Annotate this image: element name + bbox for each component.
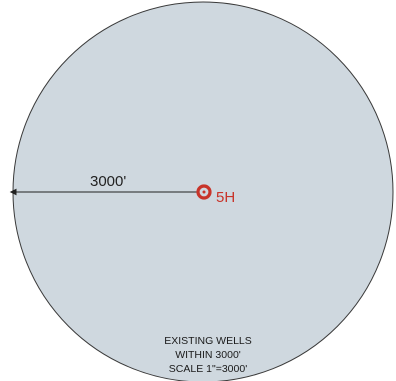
diagram-caption: EXISTING WELLS WITHIN 3000' SCALE 1"=300… xyxy=(164,335,252,375)
caption-line-2: WITHIN 3000' xyxy=(175,349,241,361)
caption-line-3: SCALE 1"=3000' xyxy=(169,363,247,375)
well-marker-icon xyxy=(196,184,212,200)
well-label: 5H xyxy=(216,189,235,206)
radius-label: 3000' xyxy=(90,173,126,190)
caption-line-1: EXISTING WELLS xyxy=(164,335,252,347)
